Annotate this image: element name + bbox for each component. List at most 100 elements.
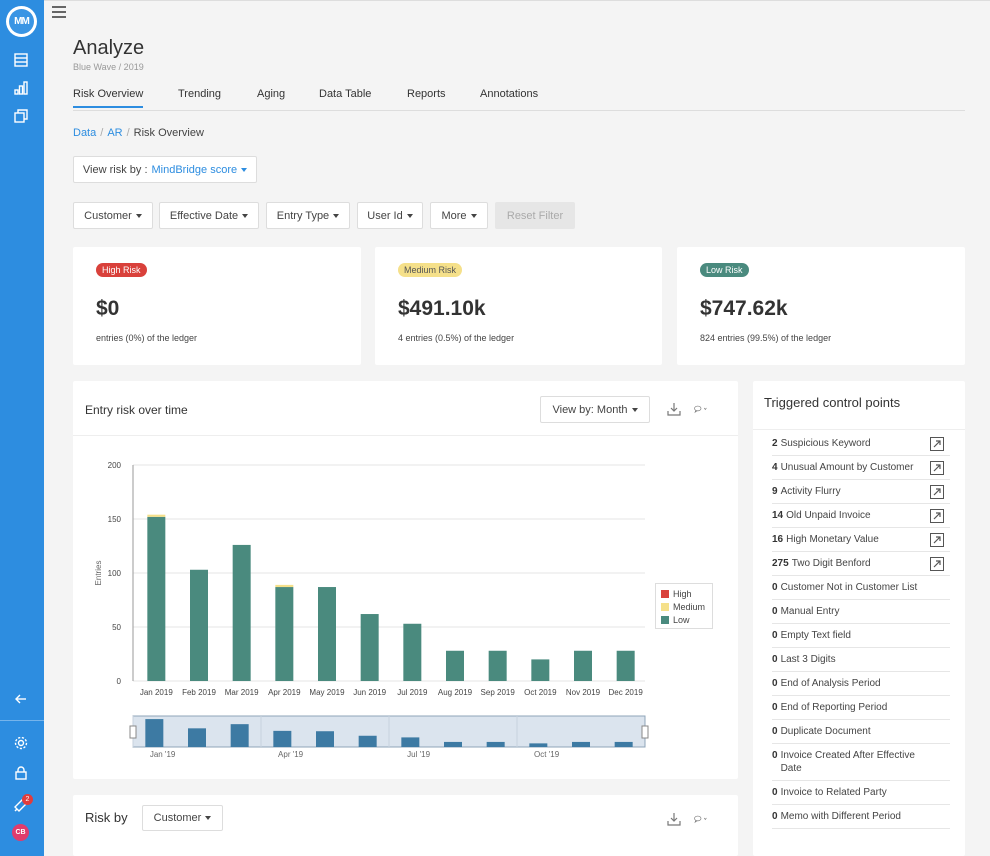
control-point-count: 275 bbox=[772, 558, 789, 569]
bar-low bbox=[318, 587, 336, 681]
control-point-item: 0 Duplicate Document bbox=[772, 720, 950, 744]
y-tick-label: 0 bbox=[117, 677, 122, 686]
y-axis-label: Entries bbox=[94, 561, 103, 586]
caret-down-icon bbox=[135, 213, 142, 218]
tab-annotations[interactable]: Annotations bbox=[480, 88, 539, 100]
legend-swatch-low bbox=[661, 616, 669, 624]
breadcrumb-data[interactable]: Data bbox=[73, 127, 97, 139]
more-filter[interactable]: More bbox=[430, 202, 488, 229]
control-point-item[interactable]: 275 Two Digit Benford bbox=[772, 552, 950, 576]
user-id-filter[interactable]: User Id bbox=[357, 202, 423, 229]
logo-mark: MM bbox=[9, 9, 34, 34]
risk-by-dropdown[interactable]: Customer bbox=[142, 805, 223, 831]
low-risk-summary: 824 entries (99.5%) of the ledger bbox=[700, 333, 832, 343]
navigator-bar bbox=[444, 741, 462, 747]
control-point-item: 0 Empty Text field bbox=[772, 624, 950, 648]
external-link-icon[interactable] bbox=[930, 557, 944, 571]
effective-date-filter[interactable]: Effective Date bbox=[159, 202, 259, 229]
navigator-bar bbox=[145, 719, 164, 747]
navigator-bar bbox=[529, 743, 548, 747]
x-tick-label: Nov 2019 bbox=[566, 688, 601, 697]
tab-risk-overview[interactable]: Risk Overview bbox=[73, 88, 144, 108]
caret-down-icon bbox=[333, 213, 340, 218]
customer-filter[interactable]: Customer bbox=[73, 202, 153, 229]
view-by-dropdown[interactable]: View by: Month bbox=[540, 396, 650, 423]
control-point-count: 14 bbox=[772, 510, 784, 521]
tab-trending[interactable]: Trending bbox=[178, 88, 222, 100]
control-point-label: Customer Not in Customer List bbox=[780, 582, 918, 593]
collapse-arrow-icon[interactable] bbox=[12, 690, 30, 708]
medium-risk-card: Medium Risk $491.10k 4 entries (0.5%) of… bbox=[375, 247, 662, 365]
control-point-label: Unusual Amount by Customer bbox=[780, 462, 914, 473]
medium-risk-amount: $491.10k bbox=[398, 297, 486, 320]
external-link-icon[interactable] bbox=[930, 461, 944, 475]
control-point-item[interactable]: 9 Activity Flurry bbox=[772, 480, 950, 504]
navigator-bar bbox=[316, 731, 334, 747]
avatar[interactable]: CB bbox=[12, 824, 29, 841]
external-link-icon[interactable] bbox=[930, 533, 944, 547]
control-point-item: 0 Customer Not in Customer List bbox=[772, 576, 950, 600]
navigator-handle-right[interactable] bbox=[641, 725, 649, 739]
caret-down-icon bbox=[241, 167, 248, 172]
high-risk-badge: High Risk bbox=[96, 263, 147, 277]
external-link-icon[interactable] bbox=[930, 509, 944, 523]
control-points-list: 2 Suspicious Keyword 4 Unusual Amount by Cu… bbox=[772, 432, 950, 829]
bar-low bbox=[574, 650, 592, 681]
navigator-bar bbox=[486, 741, 505, 747]
view-risk-value: MindBridge score bbox=[151, 163, 238, 176]
control-point-count: 0 bbox=[772, 702, 778, 713]
control-point-label: Two Digit Benford bbox=[791, 558, 871, 569]
lock-icon[interactable] bbox=[12, 764, 30, 782]
menu-icon[interactable] bbox=[52, 6, 66, 18]
bar-low bbox=[360, 614, 379, 681]
external-link-icon[interactable] bbox=[930, 485, 944, 499]
control-point-label: Suspicious Keyword bbox=[780, 438, 871, 449]
reset-filter-button[interactable]: Reset Filter bbox=[495, 202, 575, 229]
x-tick-label: Jun 2019 bbox=[353, 688, 386, 697]
external-link-icon[interactable] bbox=[930, 437, 944, 451]
sidebar: MM 2 CB bbox=[0, 0, 44, 856]
x-tick-label: Apr 2019 bbox=[268, 688, 301, 697]
x-tick-label: Jul 2019 bbox=[397, 688, 428, 697]
legend-swatch-high bbox=[661, 590, 669, 598]
caret-down-icon bbox=[470, 213, 477, 218]
breadcrumb-ar[interactable]: AR bbox=[107, 127, 123, 139]
navigator-bar bbox=[401, 737, 420, 747]
breadcrumb: Data / AR / Risk Overview bbox=[73, 127, 204, 139]
tab-reports[interactable]: Reports bbox=[407, 88, 446, 100]
x-tick-label: May 2019 bbox=[309, 688, 345, 697]
navigator-handle-left[interactable] bbox=[129, 725, 137, 739]
gear-icon[interactable] bbox=[12, 734, 30, 752]
medium-risk-summary: 4 entries (0.5%) of the ledger bbox=[398, 333, 515, 343]
caret-down-icon bbox=[631, 407, 638, 412]
comment-icon[interactable] bbox=[688, 812, 714, 826]
tab-data-table[interactable]: Data Table bbox=[319, 88, 372, 100]
control-point-item[interactable]: 2 Suspicious Keyword bbox=[772, 432, 950, 456]
control-point-item[interactable]: 14 Old Unpaid Invoice bbox=[772, 504, 950, 528]
high-risk-card: High Risk $0 entries (0%) of the ledger bbox=[73, 247, 361, 365]
bar-low bbox=[531, 659, 550, 681]
legend-item-high[interactable]: High bbox=[661, 589, 692, 599]
download-icon[interactable] bbox=[666, 402, 682, 416]
control-point-count: 0 bbox=[772, 654, 778, 665]
view-risk-dropdown[interactable]: View risk by : MindBridge score bbox=[73, 156, 257, 183]
tab-aging[interactable]: Aging bbox=[257, 88, 286, 100]
bar-chart-icon[interactable] bbox=[12, 79, 30, 97]
bar-low bbox=[232, 544, 251, 681]
control-point-count: 0 bbox=[772, 750, 778, 761]
table-icon[interactable] bbox=[12, 51, 30, 69]
low-risk-badge: Low Risk bbox=[700, 263, 749, 277]
copy-icon[interactable] bbox=[12, 107, 30, 125]
control-point-item[interactable]: 16 High Monetary Value bbox=[772, 528, 950, 552]
control-point-item: 0 End of Reporting Period bbox=[772, 696, 950, 720]
comment-icon[interactable] bbox=[688, 402, 714, 416]
download-icon[interactable] bbox=[666, 812, 682, 826]
legend-item-low[interactable]: Low bbox=[661, 615, 690, 625]
legend-item-medium[interactable]: Medium bbox=[661, 602, 705, 612]
bar-medium bbox=[275, 584, 294, 588]
navigator-label: Jul '19 bbox=[407, 750, 430, 759]
chart-legend: High Medium Low bbox=[655, 583, 713, 629]
control-point-item[interactable]: 4 Unusual Amount by Customer bbox=[772, 456, 950, 480]
entry-type-filter[interactable]: Entry Type bbox=[266, 202, 350, 229]
app-logo[interactable]: MM bbox=[6, 6, 37, 37]
